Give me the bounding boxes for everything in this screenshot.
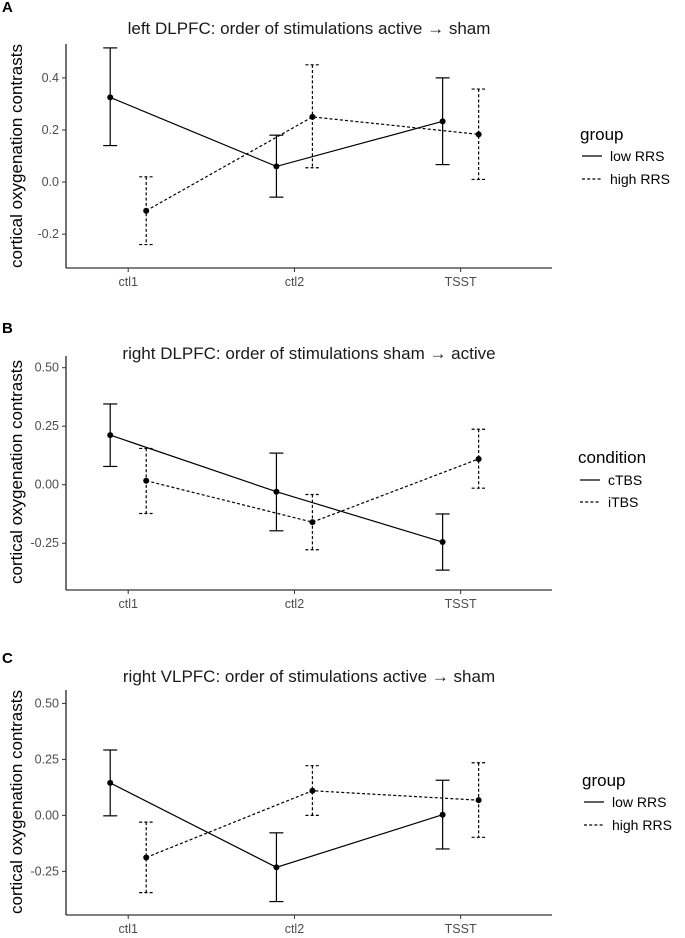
legend-title: group: [582, 771, 625, 790]
data-point: [439, 539, 446, 546]
x-tick-label: ctl2: [285, 275, 305, 289]
y-tick-label: 0.4: [42, 71, 59, 85]
panel-letter: A: [2, 0, 13, 16]
legend-label: low RRS: [610, 148, 664, 164]
y-tick-label: -0.2: [37, 227, 59, 241]
x-tick-label: TSST: [445, 922, 477, 936]
chart-title: right DLPFC: order of stimulations sham …: [122, 344, 495, 363]
legend: condition cTBS iTBS: [578, 448, 646, 510]
data-point: [439, 118, 446, 125]
series-dotted: [139, 64, 486, 246]
panel-letter: C: [2, 650, 13, 667]
x-tick-label: TSST: [445, 275, 477, 289]
legend: group low RRS high RRS: [580, 125, 670, 187]
data-point: [273, 864, 280, 871]
data-point: [309, 787, 316, 794]
data-point: [143, 854, 150, 861]
x-tick-label: ctl1: [118, 922, 138, 936]
series-solid: [103, 403, 450, 571]
error-bar: [471, 428, 486, 489]
y-axis-label: cortical oxygenation contrasts: [7, 690, 26, 914]
series-dotted: [139, 428, 486, 551]
y-tick-label: 0.2: [42, 123, 59, 137]
series-solid: [103, 749, 450, 903]
legend-title: condition: [578, 448, 646, 467]
data-point: [475, 455, 482, 462]
y-tick-label: 0.50: [35, 361, 59, 375]
data-point: [475, 797, 482, 804]
error-bar: [305, 765, 320, 816]
data-point: [143, 477, 150, 484]
x-tick-label: TSST: [445, 597, 477, 611]
series-line: [145, 790, 479, 859]
y-tick-label: 0.25: [35, 419, 59, 433]
data-point: [107, 779, 114, 786]
y-tick-label: -0.25: [31, 536, 60, 550]
x-tick-label: ctl1: [118, 275, 138, 289]
y-tick-label: 0.25: [35, 752, 59, 766]
y-tick-label: -0.25: [31, 864, 60, 878]
error-bar: [471, 88, 486, 181]
data-point: [309, 519, 316, 526]
x-tick-label: ctl1: [118, 597, 138, 611]
data-point: [107, 94, 114, 101]
panel-letter: B: [2, 320, 13, 337]
error-bar: [139, 821, 154, 894]
x-tick-label: ctl2: [285, 922, 305, 936]
data-point: [107, 432, 114, 439]
series-solid: [103, 47, 450, 198]
y-tick-label: 0.0: [42, 175, 59, 189]
data-point: [273, 488, 280, 495]
legend-label: cTBS: [608, 472, 642, 488]
legend-label: high RRS: [612, 817, 672, 833]
series-line: [145, 116, 479, 212]
chart-title: left DLPFC: order of stimulations active…: [128, 19, 491, 38]
series-dotted: [139, 762, 486, 894]
data-point: [273, 163, 280, 170]
y-tick-label: 0.50: [35, 696, 59, 710]
data-point: [439, 811, 446, 818]
legend-title: group: [580, 125, 623, 144]
chart-title: right VLPFC: order of stimulations activ…: [123, 667, 495, 686]
y-tick-label: 0.00: [35, 478, 59, 492]
legend-label: high RRS: [610, 171, 670, 187]
data-point: [143, 207, 150, 214]
y-axis-label: cortical oxygenation contrasts: [7, 44, 26, 268]
legend-label: iTBS: [608, 494, 638, 510]
error-bar: [305, 64, 320, 169]
legend: group low RRS high RRS: [582, 771, 672, 833]
legend-label: low RRS: [612, 794, 666, 810]
data-point: [309, 113, 316, 120]
y-tick-label: 0.00: [35, 808, 59, 822]
y-axis-label: cortical oxygenation contrasts: [7, 360, 26, 584]
x-tick-label: ctl2: [285, 597, 305, 611]
data-point: [475, 131, 482, 138]
